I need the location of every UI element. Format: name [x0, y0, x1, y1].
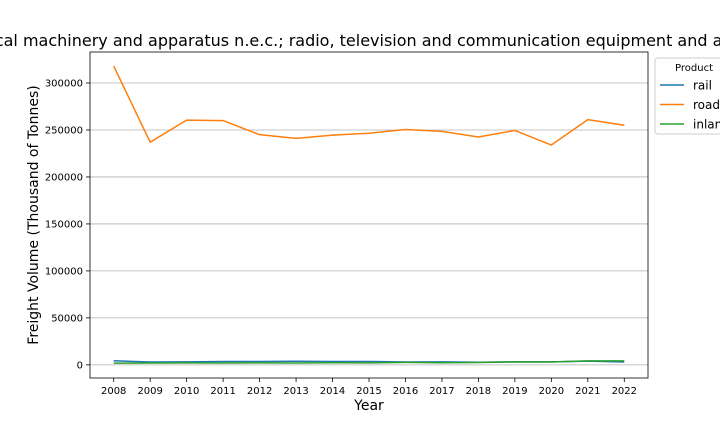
legend-title: Product — [675, 63, 713, 74]
series-lines — [113, 65, 625, 364]
x-axis-label: Year — [353, 398, 384, 414]
x-tick-label: 2011 — [210, 386, 235, 397]
x-tick-label: 2014 — [320, 386, 345, 397]
y-tick-label: 50000 — [51, 313, 83, 324]
x-tick-label: 2016 — [393, 386, 418, 397]
y-axis: 0 50000 100000 150000 200000 250000 300000 — [45, 79, 90, 371]
x-tick-label: 2008 — [101, 386, 126, 397]
x-tick-label: 2012 — [247, 386, 272, 397]
x-tick-label: 2009 — [137, 386, 162, 397]
x-tick-label: 2020 — [539, 386, 564, 397]
legend-entries: rail road inland_waterway — [660, 79, 720, 132]
y-tick-label: 300000 — [45, 79, 83, 90]
y-tick-label: 200000 — [45, 172, 83, 183]
x-tick-label: 2019 — [502, 386, 527, 397]
series-line-road — [113, 65, 625, 146]
legend-label: inland_waterway — [693, 118, 720, 132]
legend-box — [654, 57, 720, 135]
y-tick-label: 100000 — [45, 266, 83, 277]
series-line-inland-waterway — [113, 360, 625, 364]
plot-frame — [89, 51, 649, 379]
y-tick-label: 0 — [77, 360, 83, 371]
y-tick-label: 150000 — [45, 219, 83, 230]
x-tick-label: 2021 — [575, 386, 600, 397]
x-tick-label: 2010 — [174, 386, 199, 397]
gridlines — [90, 82, 648, 366]
x-tick-label: 2013 — [283, 386, 308, 397]
y-axis-label: Freight Volume (Thousand of Tonnes) — [26, 85, 42, 344]
x-tick-label: 2022 — [612, 386, 637, 397]
x-tick-label: 2015 — [356, 386, 381, 397]
legend-label: rail — [693, 79, 712, 93]
legend: Product rail road inland_waterway — [654, 57, 720, 135]
chart-title: Electrical machinery and apparatus n.e.c… — [0, 31, 720, 50]
legend-label: road — [693, 98, 720, 112]
x-tick-label: 2017 — [429, 386, 454, 397]
x-axis: 2008 2009 2010 2011 2012 2013 2014 2015 2016 2017… — [101, 378, 637, 397]
y-tick-label: 250000 — [45, 125, 83, 136]
x-tick-label: 2018 — [466, 386, 491, 397]
